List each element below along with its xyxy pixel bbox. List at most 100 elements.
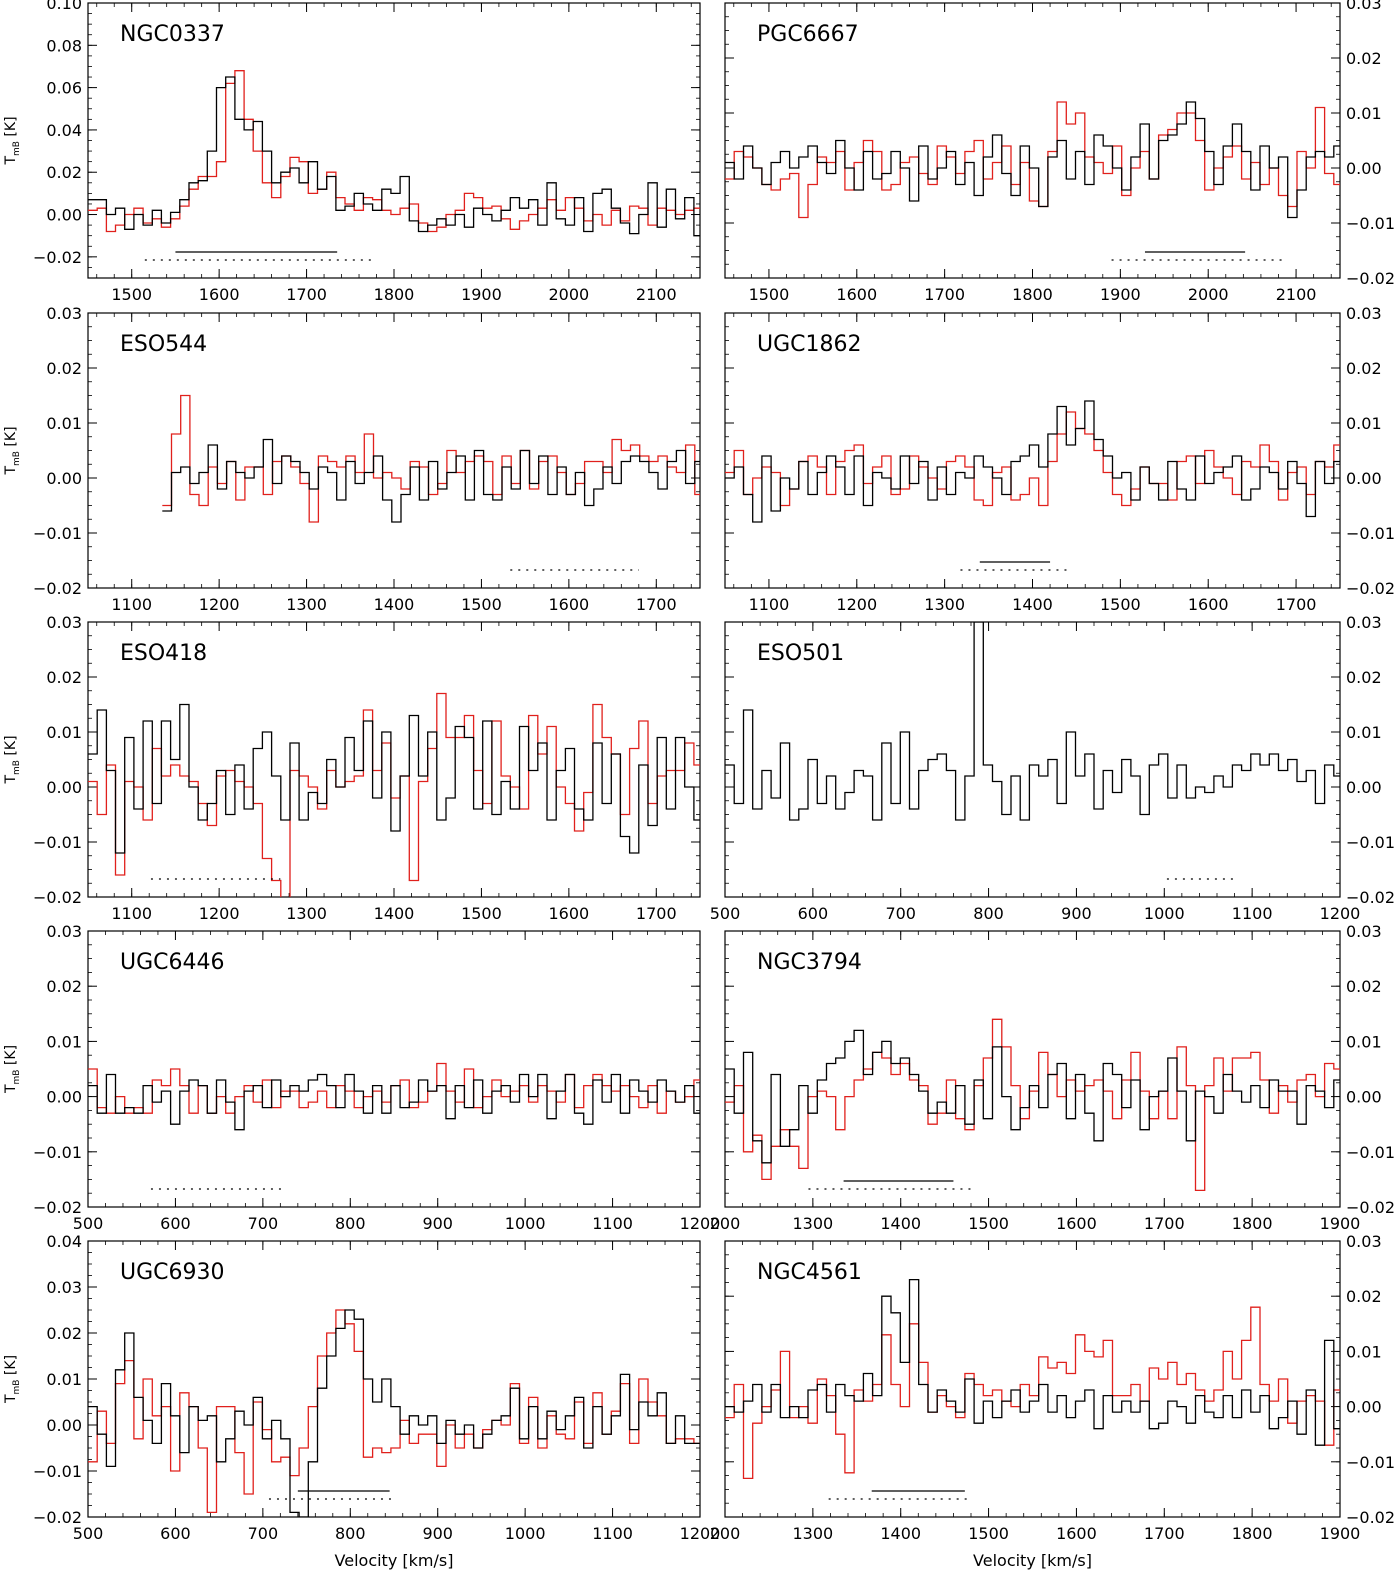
y-tick-label: −0.02	[33, 888, 82, 907]
panel-name: UGC6446	[120, 950, 225, 975]
series-red	[162, 394, 700, 523]
x-tick-label: 1700	[286, 285, 327, 304]
panel-ngc3794: 200 1300 1400 1500 1600 1700 1800 1900−0.02 −0.0…	[710, 922, 1395, 1233]
x-tick-label: 500	[710, 904, 741, 923]
panel-ugc6446: 500 600 700 800 900 1000 1100 1200 −0.02 −0.01 0.0…	[3, 922, 721, 1233]
y-tick-label: 0.01	[46, 1032, 82, 1051]
x-tick-label: 1200	[836, 595, 877, 614]
x-tick-label: 1100	[111, 904, 152, 923]
y-axis-label: TmB [K]	[3, 426, 22, 475]
x-tick-label: 1900	[1320, 1214, 1361, 1233]
y-tick-label: 0.00	[1346, 1398, 1382, 1417]
x-tick-label: 1100	[592, 1214, 633, 1233]
y-tick-label: 0.01	[1346, 414, 1382, 433]
x-tick-label: 500	[73, 1214, 104, 1233]
x-tick-label: 1900	[1320, 1524, 1361, 1543]
panel-name: NGC4561	[757, 1260, 862, 1285]
x-tick-label: 1800	[1232, 1524, 1273, 1543]
y-tick-label: −0.02	[33, 1198, 82, 1217]
x-tick-label: 600	[798, 904, 829, 923]
x-tick-label: 1400	[880, 1524, 921, 1543]
x-tick-label: 1600	[1056, 1214, 1097, 1233]
series-black	[725, 101, 1340, 219]
y-tick-label: 0.02	[1346, 977, 1382, 996]
x-axis-label: Velocity [km/s]	[973, 1551, 1092, 1570]
x-tick-label: 1500	[968, 1214, 1009, 1233]
y-tick-label: 0.00	[46, 778, 82, 797]
series-black	[162, 438, 700, 523]
x-tick-label: 1200	[1320, 904, 1361, 923]
y-tick-label: −0.02	[33, 579, 82, 598]
x-tick-label: 1300	[924, 595, 965, 614]
y-tick-label: −0.01	[1346, 1453, 1395, 1472]
panel-name: UGC1862	[757, 332, 862, 357]
y-tick-label: 0.01	[46, 414, 82, 433]
y-tick-label: −0.01	[1346, 214, 1395, 233]
y-tick-label: −0.01	[33, 833, 82, 852]
x-tick-label: 1500	[968, 1524, 1009, 1543]
y-tick-label: 0.00	[1346, 469, 1382, 488]
y-tick-label: −0.01	[1346, 524, 1395, 543]
y-tick-label: 0.01	[1346, 1032, 1382, 1051]
y-tick-label: −0.02	[1346, 579, 1395, 598]
x-tick-label: 1600	[836, 285, 877, 304]
x-tick-label: 1800	[374, 285, 415, 304]
x-tick-label: 1600	[1188, 595, 1229, 614]
x-tick-label: 1500	[749, 285, 790, 304]
x-tick-label: 1500	[461, 904, 502, 923]
x-tick-label: 1400	[374, 904, 415, 923]
x-tick-label: 1500	[461, 595, 502, 614]
x-tick-label: 1700	[1144, 1524, 1185, 1543]
y-tick-label: 0.02	[1346, 1287, 1382, 1306]
y-tick-label: −0.02	[1346, 1508, 1395, 1527]
y-tick-label: 0.00	[46, 469, 82, 488]
y-tick-label: 0.01	[46, 1370, 82, 1389]
x-tick-label: 1000	[505, 1524, 546, 1543]
y-tick-label: 0.02	[1346, 49, 1382, 68]
x-tick-label: 1500	[111, 285, 152, 304]
x-tick-label: 1900	[1100, 285, 1141, 304]
x-tick-label: 700	[885, 904, 916, 923]
x-tick-label: 500	[73, 1524, 104, 1543]
y-axis-label: TmB [K]	[3, 116, 22, 165]
series-black	[88, 1073, 700, 1131]
x-tick-label: 1200	[680, 1214, 721, 1233]
panel-ngc0337: 1500 1600 1700 1800 1900 2000 2100 −0.02 0.00 0.0…	[3, 0, 701, 304]
y-tick-label: −0.02	[1346, 888, 1395, 907]
y-tick-label: −0.01	[1346, 1143, 1395, 1162]
panel-name: ESO501	[757, 641, 844, 666]
panel-ngc4561: 200 1300 1400 1500 1600 1700 1800 1900−0.02 −0.0…	[710, 1232, 1395, 1543]
y-tick-label: −0.01	[33, 1143, 82, 1162]
x-tick-label: 700	[248, 1524, 279, 1543]
x-tick-label: 1800	[1012, 285, 1053, 304]
x-tick-label: 1100	[1232, 904, 1273, 923]
panel-pgc6667: 1500 1600 1700 1800 1900 2000 2100 −0.02 −0.01 0.…	[724, 0, 1395, 304]
x-tick-label: 1700	[924, 285, 965, 304]
panel-name: ESO544	[120, 332, 207, 357]
y-tick-label: 0.00	[1346, 1088, 1382, 1107]
x-tick-label: 600	[160, 1524, 191, 1543]
panel-ugc1862: 1100 1200 1300 1400 1500 1600 1700 −0.02 −0.01 0.…	[724, 304, 1395, 614]
x-tick-label: 1300	[286, 595, 327, 614]
x-tick-label: 900	[422, 1524, 453, 1543]
panel-eso544: 1100 1200 1300 1400 1500 1600 1700 −0.02 −0.01 0.…	[3, 304, 701, 614]
x-tick-label: 1200	[199, 904, 240, 923]
y-tick-label: 0.02	[1346, 359, 1382, 378]
y-tick-label: −0.02	[1346, 269, 1395, 288]
x-tick-label: 2000	[548, 285, 589, 304]
y-tick-label: −0.02	[33, 248, 82, 267]
y-tick-label: 0.01	[1346, 723, 1382, 742]
x-tick-label: 2100	[1276, 285, 1317, 304]
y-axis-label: TmB [K]	[3, 1045, 22, 1094]
y-tick-label: 0.00	[1346, 778, 1382, 797]
x-tick-label: 1000	[1144, 904, 1185, 923]
x-tick-label: 1800	[1232, 1214, 1273, 1233]
y-tick-label: 0.03	[46, 304, 82, 323]
y-tick-label: 0.02	[46, 668, 82, 687]
panel-name: NGC3794	[757, 950, 862, 975]
x-tick-label: 1600	[548, 904, 589, 923]
x-tick-label: 800	[335, 1524, 366, 1543]
x-tick-label: 1300	[792, 1524, 833, 1543]
y-tick-label: 0.03	[1346, 613, 1382, 632]
